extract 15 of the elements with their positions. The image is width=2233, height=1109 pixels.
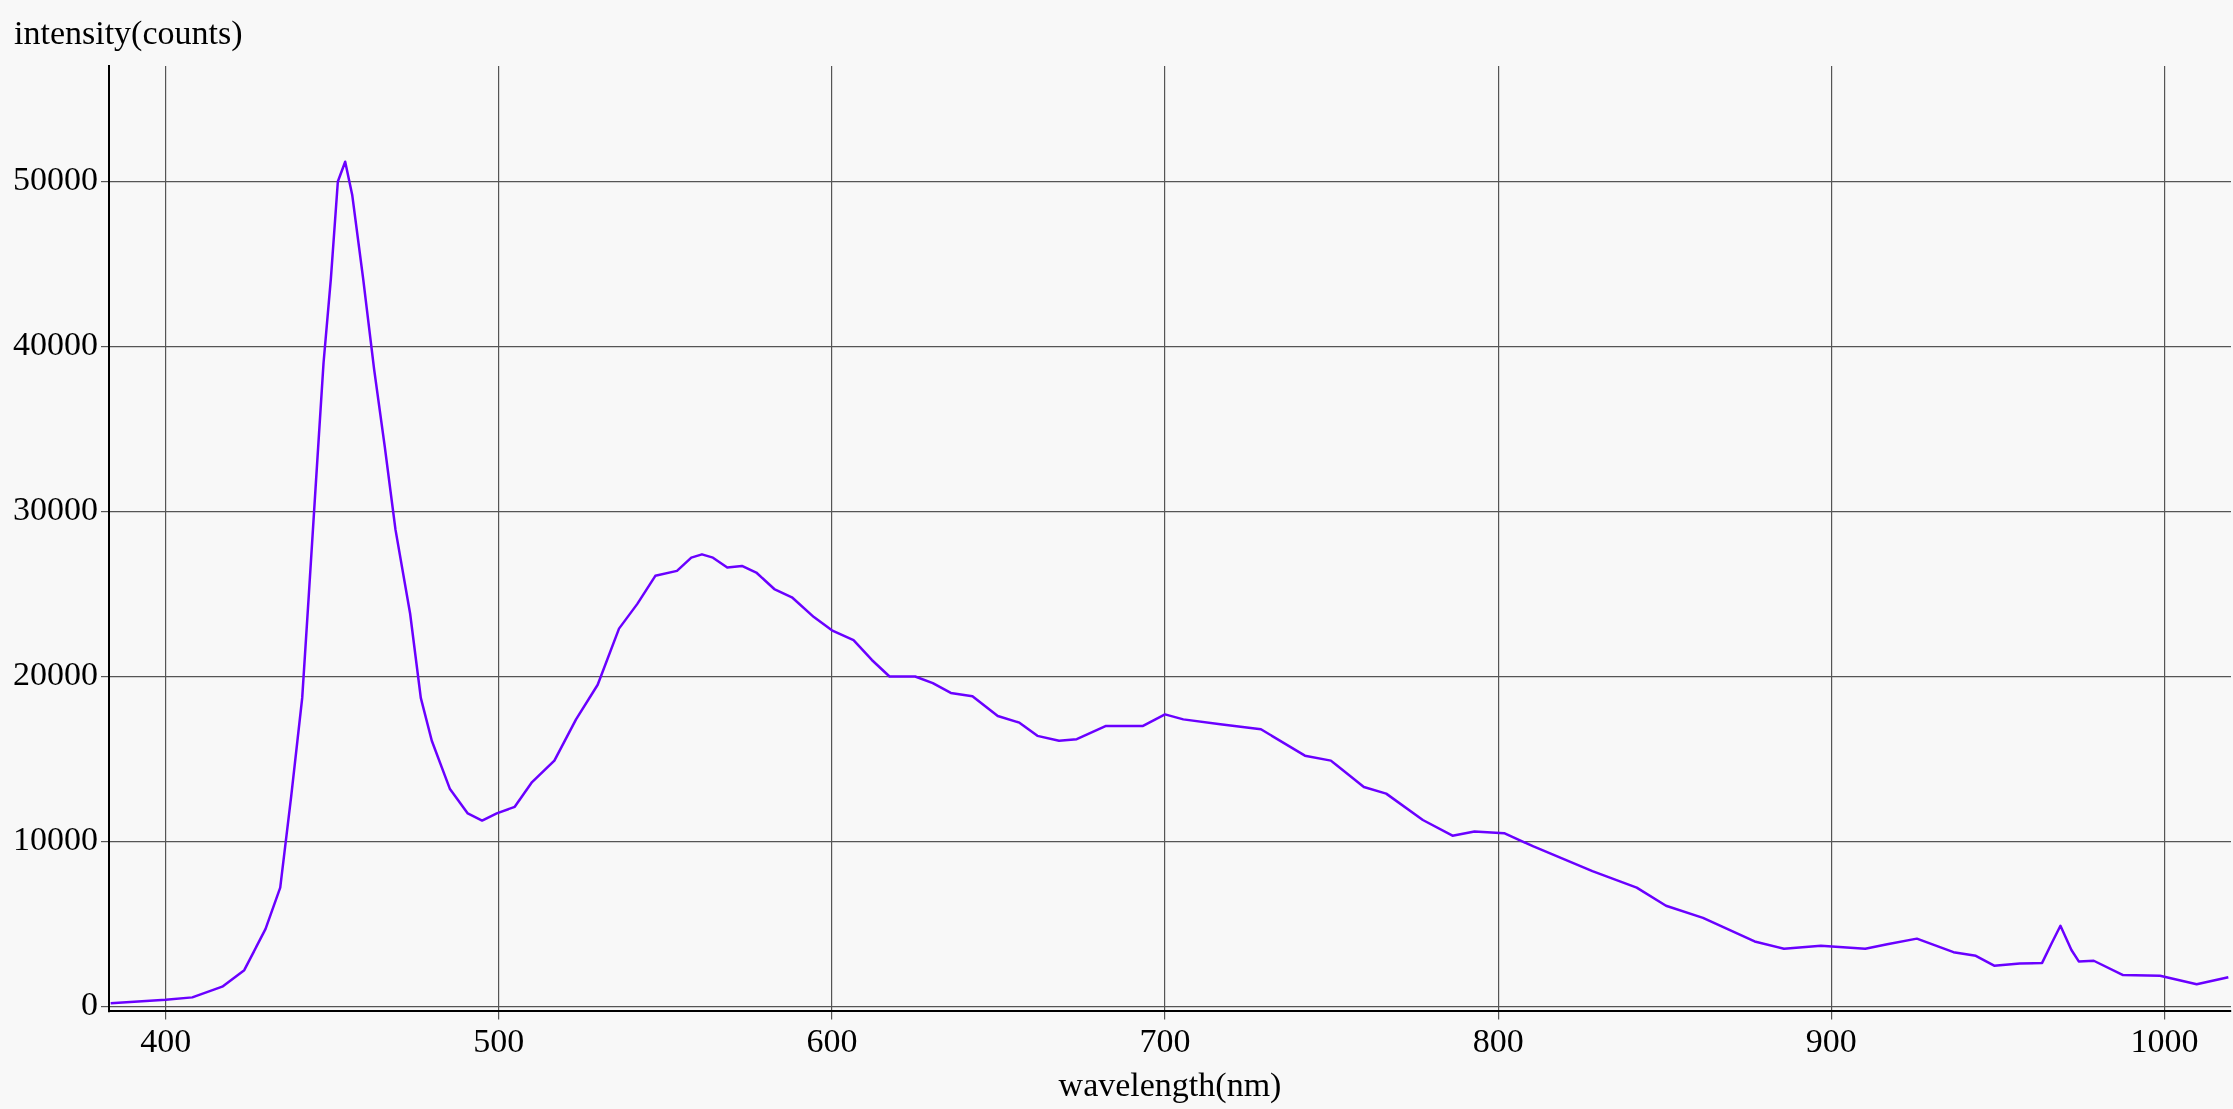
y-tick-label: 50000 <box>13 160 98 198</box>
x-tick-label: 600 <box>806 1021 858 1059</box>
y-tick-label: 40000 <box>13 325 98 363</box>
y-axis-title: intensity(counts) <box>14 13 243 52</box>
x-axis-title: wavelength(nm) <box>1058 1065 1282 1104</box>
x-tick-label: 500 <box>473 1021 525 1059</box>
x-tick-label: 900 <box>1805 1021 1857 1059</box>
y-tick-label: 0 <box>81 985 98 1023</box>
x-tick-label: 1000 <box>2130 1021 2199 1059</box>
y-tick-label: 20000 <box>13 655 98 693</box>
y-tick-label: 30000 <box>13 490 98 528</box>
x-tick-label: 400 <box>140 1021 192 1059</box>
x-tick-label: 700 <box>1139 1021 1191 1059</box>
x-tick-label: 800 <box>1472 1021 1524 1059</box>
y-tick-label: 10000 <box>13 820 98 858</box>
